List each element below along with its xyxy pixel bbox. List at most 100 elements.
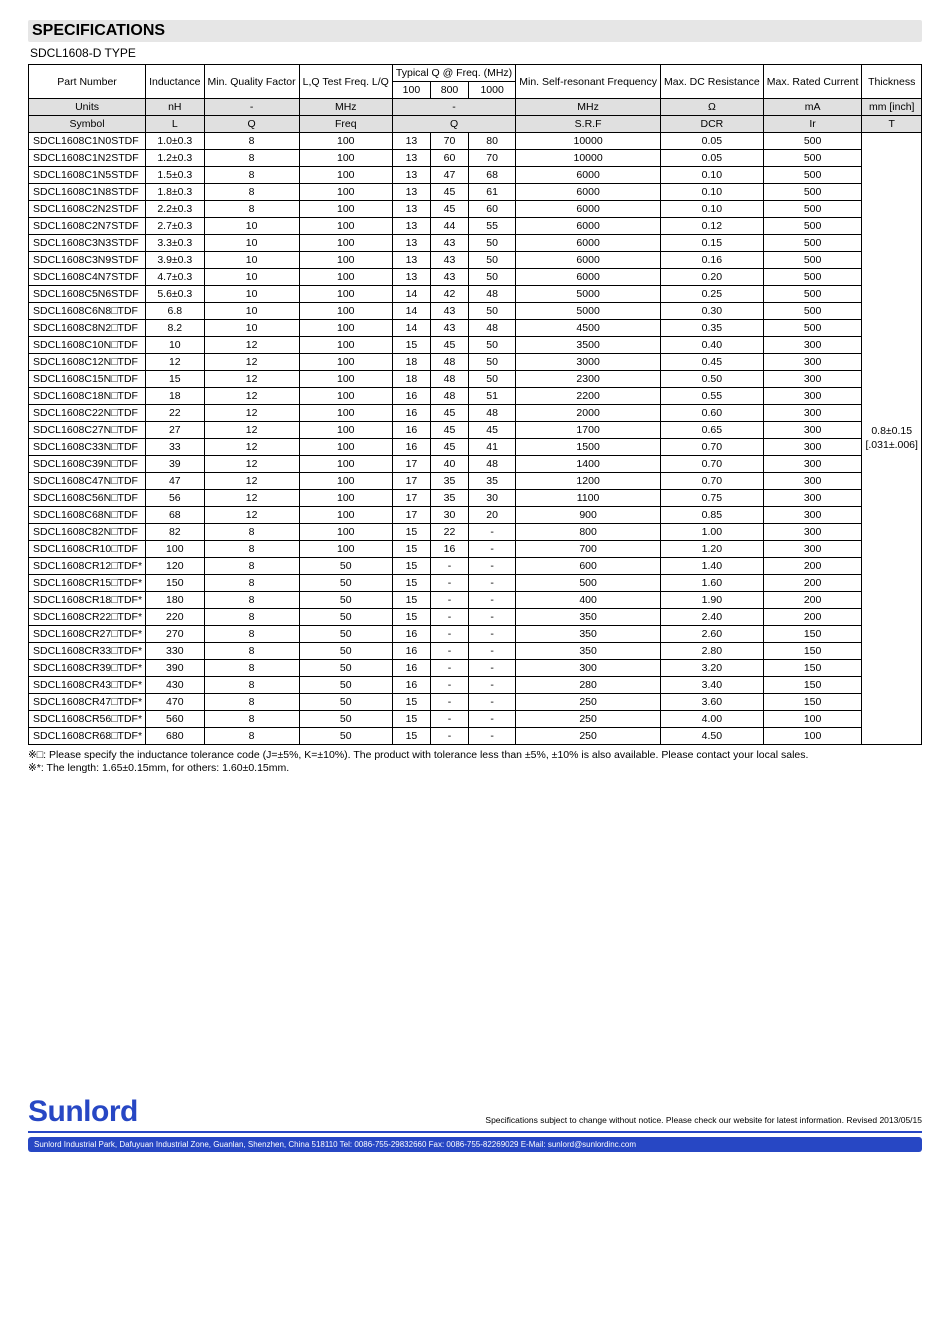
cell-L: 120	[146, 558, 204, 575]
cell-q100: 17	[392, 507, 430, 524]
table-row: SDCL1608C3N9STDF3.9±0.31010013435060000.…	[29, 252, 922, 269]
cell-L: 1.2±0.3	[146, 150, 204, 167]
cell-F: 50	[299, 677, 392, 694]
cell-q100: 16	[392, 626, 430, 643]
cell-Q: 8	[204, 575, 299, 592]
th-part-number: Part Number	[29, 65, 146, 99]
cell-q1000: 48	[469, 320, 516, 337]
cell-ir: 300	[763, 405, 862, 422]
cell-q100: 13	[392, 269, 430, 286]
cell-pn: SDCL1608C22N□TDF	[29, 405, 146, 422]
cell-ir: 200	[763, 575, 862, 592]
cell-ir: 500	[763, 235, 862, 252]
cell-q800: -	[430, 677, 468, 694]
table-row: SDCL1608C15N□TDF151210018485023000.50300	[29, 371, 922, 388]
cell-F: 50	[299, 694, 392, 711]
cell-ir: 500	[763, 150, 862, 167]
cell-q800: 43	[430, 235, 468, 252]
cell-Q: 8	[204, 524, 299, 541]
cell-q1000: -	[469, 711, 516, 728]
table-row: SDCL1608C82N□TDF8281001522-8001.00300	[29, 524, 922, 541]
cell-srf: 6000	[516, 167, 661, 184]
cell-srf: 280	[516, 677, 661, 694]
cell-q1000: 41	[469, 439, 516, 456]
cell-pn: SDCL1608C1N0STDF	[29, 133, 146, 150]
cell-F: 100	[299, 133, 392, 150]
cell-q800: -	[430, 694, 468, 711]
symbol-ir: Ir	[763, 116, 862, 133]
cell-q1000: 50	[469, 337, 516, 354]
units-typq: -	[392, 99, 515, 116]
table-row: SDCL1608C1N0STDF1.0±0.38100137080100000.…	[29, 133, 922, 150]
cell-L: 3.9±0.3	[146, 252, 204, 269]
cell-q100: 15	[392, 592, 430, 609]
cell-F: 50	[299, 609, 392, 626]
footer: Sunlord Specifications subject to change…	[28, 1095, 922, 1152]
cell-L: 430	[146, 677, 204, 694]
notes: ※□: Please specify the inductance tolera…	[28, 749, 922, 775]
cell-dcr: 1.00	[661, 524, 764, 541]
cell-F: 100	[299, 388, 392, 405]
cell-q800: 60	[430, 150, 468, 167]
cell-F: 100	[299, 150, 392, 167]
table-row: SDCL1608CR43□TDF*43085016--2803.40150	[29, 677, 922, 694]
table-row: SDCL1608CR27□TDF*27085016--3502.60150	[29, 626, 922, 643]
cell-q800: 45	[430, 337, 468, 354]
cell-L: 8.2	[146, 320, 204, 337]
table-row: SDCL1608C1N5STDF1.5±0.3810013476860000.1…	[29, 167, 922, 184]
cell-pn: SDCL1608C8N2□TDF	[29, 320, 146, 337]
cell-q1000: -	[469, 626, 516, 643]
cell-q1000: -	[469, 592, 516, 609]
cell-srf: 6000	[516, 218, 661, 235]
cell-pn: SDCL1608C68N□TDF	[29, 507, 146, 524]
cell-srf: 2000	[516, 405, 661, 422]
cell-q1000: 61	[469, 184, 516, 201]
cell-Q: 12	[204, 473, 299, 490]
cell-F: 100	[299, 269, 392, 286]
cell-pn: SDCL1608C56N□TDF	[29, 490, 146, 507]
cell-q800: -	[430, 626, 468, 643]
cell-q100: 14	[392, 303, 430, 320]
table-row: SDCL1608CR33□TDF*33085016--3502.80150	[29, 643, 922, 660]
cell-L: 1.5±0.3	[146, 167, 204, 184]
page-heading: SPECIFICATIONS	[28, 20, 922, 42]
cell-q100: 15	[392, 694, 430, 711]
table-row: SDCL1608C33N□TDF331210016454115000.70300	[29, 439, 922, 456]
cell-F: 100	[299, 235, 392, 252]
cell-q100: 16	[392, 422, 430, 439]
cell-ir: 300	[763, 388, 862, 405]
table-row: SDCL1608CR10□TDF10081001516-7001.20300	[29, 541, 922, 558]
cell-q1000: 55	[469, 218, 516, 235]
cell-srf: 5000	[516, 286, 661, 303]
cell-ir: 100	[763, 728, 862, 745]
cell-ir: 300	[763, 354, 862, 371]
cell-pn: SDCL1608C47N□TDF	[29, 473, 146, 490]
cell-dcr: 0.45	[661, 354, 764, 371]
cell-q800: -	[430, 660, 468, 677]
symbol-row: Symbol L Q Freq Q S.R.F DCR Ir T	[29, 116, 922, 133]
cell-dcr: 1.60	[661, 575, 764, 592]
cell-dcr: 0.10	[661, 167, 764, 184]
cell-dcr: 1.40	[661, 558, 764, 575]
cell-F: 100	[299, 439, 392, 456]
units-dcr: Ω	[661, 99, 764, 116]
note-2: ※*: The length: 1.65±0.15mm, for others:…	[28, 762, 922, 775]
cell-q1000: 30	[469, 490, 516, 507]
cell-q100: 15	[392, 337, 430, 354]
cell-Q: 12	[204, 371, 299, 388]
cell-q800: 70	[430, 133, 468, 150]
cell-q800: 45	[430, 439, 468, 456]
cell-F: 100	[299, 371, 392, 388]
cell-L: 3.3±0.3	[146, 235, 204, 252]
cell-ir: 100	[763, 711, 862, 728]
table-row: SDCL1608CR39□TDF*39085016--3003.20150	[29, 660, 922, 677]
cell-Q: 8	[204, 677, 299, 694]
cell-L: 560	[146, 711, 204, 728]
cell-F: 100	[299, 337, 392, 354]
symbol-inductance: L	[146, 116, 204, 133]
cell-q800: 45	[430, 405, 468, 422]
units-minq: -	[204, 99, 299, 116]
cell-q800: -	[430, 728, 468, 745]
cell-dcr: 0.70	[661, 439, 764, 456]
cell-F: 100	[299, 354, 392, 371]
